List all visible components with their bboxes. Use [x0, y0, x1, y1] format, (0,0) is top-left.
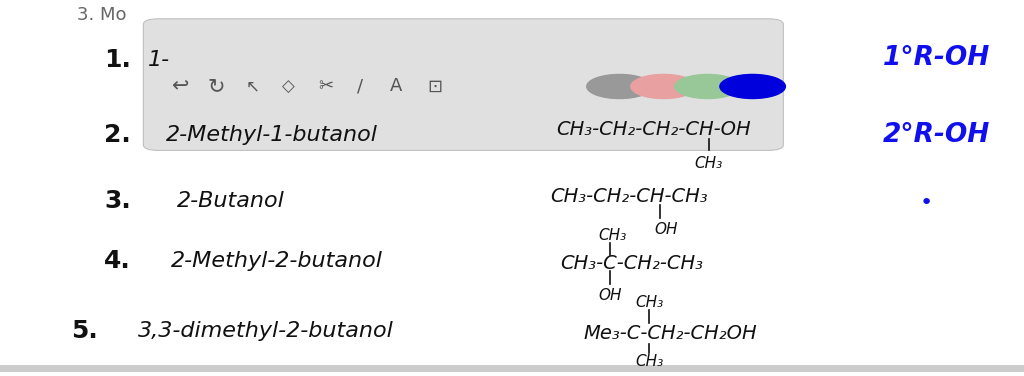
- Text: 3.: 3.: [104, 189, 131, 213]
- Text: 2-Butanol: 2-Butanol: [176, 191, 285, 211]
- Circle shape: [587, 74, 652, 99]
- Text: 2-Methyl-2-butanol: 2-Methyl-2-butanol: [171, 251, 382, 271]
- Text: ✂: ✂: [318, 77, 333, 96]
- Text: CH₃: CH₃: [598, 227, 627, 243]
- FancyBboxPatch shape: [143, 19, 783, 150]
- Text: ↖: ↖: [246, 77, 260, 96]
- Text: 1.: 1.: [104, 48, 131, 72]
- Text: CH₃-CH₂-CH-CH₃: CH₃-CH₂-CH-CH₃: [550, 187, 708, 206]
- Text: 1°R-OH: 1°R-OH: [884, 45, 990, 71]
- Text: Me₃-C-CH₂-CH₂OH: Me₃-C-CH₂-CH₂OH: [584, 324, 758, 343]
- Text: •: •: [921, 193, 933, 213]
- Text: ↩: ↩: [171, 76, 189, 97]
- Text: 4.: 4.: [104, 249, 131, 273]
- Text: CH₃-CH₂-CH₂-CH-OH: CH₃-CH₂-CH₂-CH-OH: [556, 120, 751, 139]
- Text: CH₃-C-CH₂-CH₃: CH₃-C-CH₂-CH₃: [560, 255, 703, 273]
- Text: 3,3-dimethyl-2-butanol: 3,3-dimethyl-2-butanol: [138, 321, 394, 341]
- Text: 2.: 2.: [104, 123, 131, 147]
- Text: 1-: 1-: [147, 50, 170, 70]
- Text: ↻: ↻: [207, 76, 225, 97]
- Text: CH₃: CH₃: [635, 295, 664, 310]
- Circle shape: [720, 74, 785, 99]
- Text: 5.: 5.: [71, 319, 97, 343]
- Text: 3. Mo: 3. Mo: [77, 6, 126, 24]
- Text: 2°R-OH: 2°R-OH: [884, 122, 990, 149]
- Text: CH₃: CH₃: [635, 354, 664, 369]
- Text: CH₃: CH₃: [694, 156, 723, 171]
- Text: OH: OH: [655, 222, 678, 237]
- Circle shape: [675, 74, 740, 99]
- Text: A: A: [390, 77, 402, 96]
- Circle shape: [631, 74, 696, 99]
- Text: /: /: [357, 77, 364, 96]
- Text: OH: OH: [599, 288, 622, 303]
- Text: 2-Methyl-1-butanol: 2-Methyl-1-butanol: [166, 125, 377, 146]
- Text: ⊡: ⊡: [428, 77, 442, 96]
- Text: ◇: ◇: [283, 77, 295, 96]
